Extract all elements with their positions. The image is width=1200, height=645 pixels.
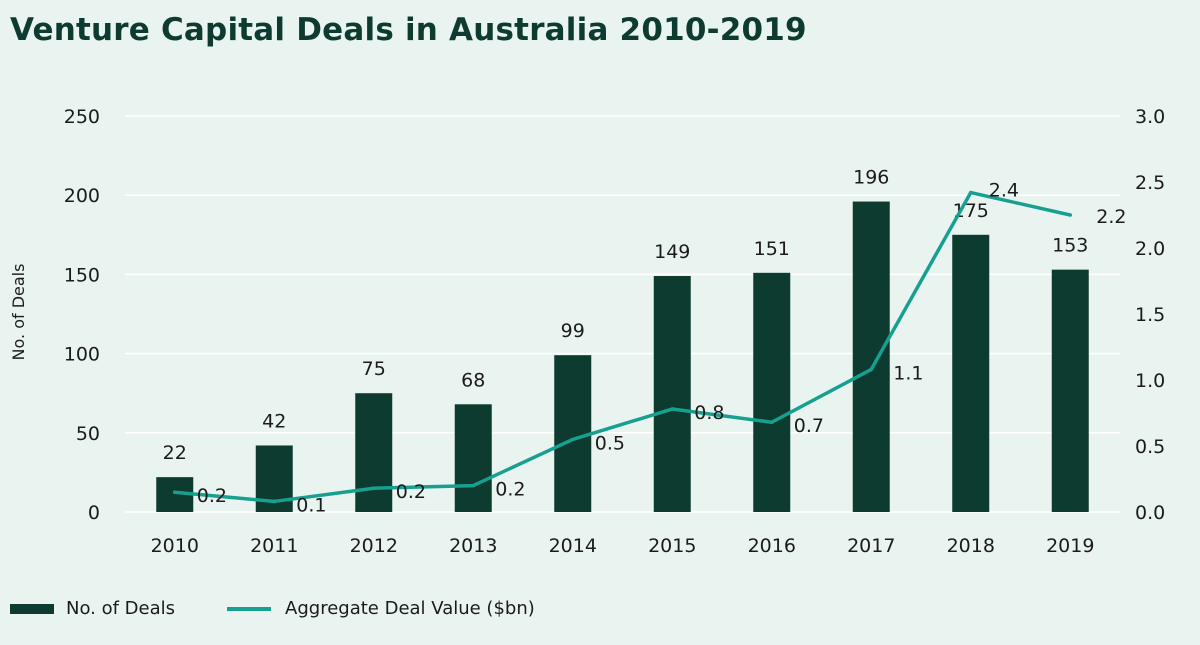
bar-data-label: 153	[1052, 235, 1088, 257]
x-tick-label: 2012	[350, 535, 398, 557]
y2-tick-label: 2.0	[1135, 238, 1165, 260]
bar	[952, 234, 990, 513]
line-data-label: 0.8	[694, 402, 724, 424]
bar	[454, 404, 492, 512]
x-tick-label: 2011	[250, 535, 298, 557]
line-point	[869, 367, 874, 372]
bar-data-label: 196	[853, 167, 889, 189]
bar	[653, 275, 691, 512]
y2-tick-label: 1.0	[1135, 370, 1165, 392]
y-tick-label: 150	[64, 264, 100, 286]
line-data-label: 0.7	[794, 415, 824, 437]
line-point	[968, 190, 973, 195]
bar-data-label: 68	[461, 369, 485, 391]
x-tick-label: 2018	[947, 535, 995, 557]
y2-tick-label: 0.5	[1135, 436, 1165, 458]
x-tick-label: 2013	[449, 535, 497, 557]
line-series	[174, 190, 1071, 504]
bar	[1051, 269, 1089, 512]
x-tick-label: 2019	[1046, 535, 1094, 557]
line-point	[172, 490, 177, 495]
line-data-label: 2.2	[1096, 206, 1126, 228]
bar-data-label: 42	[262, 410, 286, 432]
legend-item-value: Aggregate Deal Value ($bn)	[227, 598, 535, 619]
chart-title: Venture Capital Deals in Australia 2010-…	[10, 12, 807, 48]
line-data-label: 2.4	[989, 180, 1019, 202]
line-point	[371, 486, 376, 491]
legend-item-deals: No. of Deals	[10, 598, 175, 619]
x-tick-label: 2017	[847, 535, 895, 557]
y2-tick-label: 1.5	[1135, 304, 1165, 326]
y-tick-label: 100	[64, 344, 100, 366]
line-point	[769, 420, 774, 425]
bar	[554, 355, 592, 512]
bar	[852, 201, 890, 512]
x-tick-label: 2010	[151, 535, 199, 557]
x-tick-label: 2015	[648, 535, 696, 557]
line-data-label: 0.5	[595, 432, 625, 454]
line-point	[570, 437, 575, 442]
line-point	[471, 483, 476, 488]
bar-data-label: 22	[163, 442, 187, 464]
y-tick-label: 250	[64, 106, 100, 128]
legend-label-deals: No. of Deals	[66, 598, 176, 619]
line-point	[1068, 213, 1073, 217]
line-point	[670, 407, 675, 411]
line-data-label: 0.1	[296, 494, 326, 516]
y-tick-label: 0	[88, 502, 100, 524]
bar-data-label: 75	[362, 358, 386, 380]
line-data-label: 0.2	[396, 481, 426, 503]
line-data-label: 0.2	[197, 485, 227, 507]
y-axis-label: No. of Deals	[9, 264, 28, 361]
legend-line-swatch	[227, 606, 272, 611]
legend-bar-swatch	[10, 603, 54, 614]
bar	[753, 272, 791, 512]
bar-data-label: 151	[754, 238, 790, 260]
line-data-label: 0.2	[495, 479, 525, 501]
line-data-label: 1.1	[893, 362, 923, 384]
bar	[355, 393, 393, 512]
y2-tick-label: 0.0	[1135, 502, 1165, 524]
y2-tick-label: 2.5	[1135, 172, 1165, 194]
bar-data-label: 149	[654, 241, 690, 263]
legend: No. of Deals Aggregate Deal Value ($bn)	[10, 598, 587, 619]
legend-label-value: Aggregate Deal Value ($bn)	[285, 598, 535, 619]
y-tick-label: 200	[64, 185, 100, 207]
line-point	[272, 499, 277, 504]
x-tick-label: 2014	[549, 535, 597, 557]
y2-tick-label: 3.0	[1135, 106, 1165, 128]
y-tick-label: 50	[76, 423, 100, 445]
bar-data-label: 99	[561, 320, 585, 342]
x-tick-label: 2016	[748, 535, 796, 557]
